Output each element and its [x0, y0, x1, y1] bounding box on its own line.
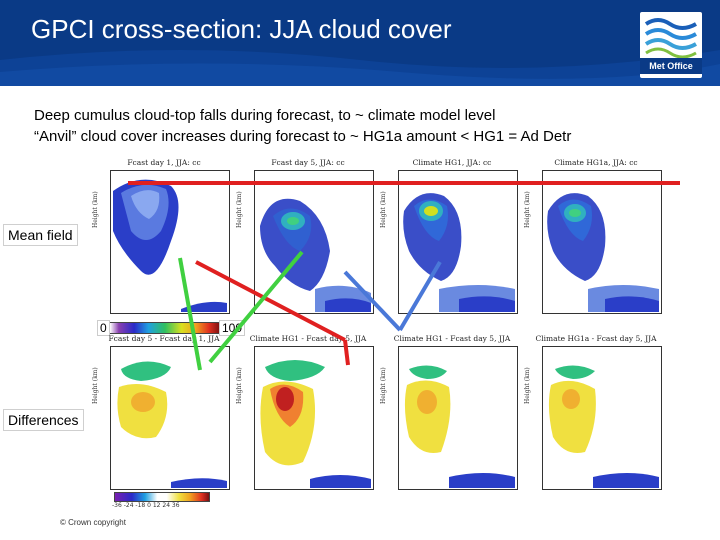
y-axis-label: Height (km) — [380, 367, 387, 404]
diff-panel-3: Climate HG1 - Fcast day 5, JJA Height (k… — [380, 334, 522, 502]
y-axis-label: Height (km) — [236, 367, 243, 404]
mean-panel-fcast-day1: Fcast day 1, JJA: cc Height (km) — [92, 158, 234, 326]
panel-title: Climate HG1a, JJA: cc — [554, 158, 638, 167]
y-axis-label: Height (km) — [92, 191, 99, 228]
mean-panel-climate-hg1: Climate HG1, JJA: cc Height (km) — [380, 158, 522, 326]
copyright-text: © Crown copyright — [60, 518, 126, 527]
y-axis-label: Height (km) — [92, 367, 99, 404]
subtitle-line-2: “Anvil” cloud cover increases during for… — [34, 128, 572, 145]
panel-title: Climate HG1a - Fcast day 5, JJA — [535, 334, 657, 343]
mean-panel-fcast-day5: Fcast day 5, JJA: cc Height (km) — [236, 158, 378, 326]
colorbar-min-label: 0 — [97, 320, 110, 336]
panel-title: Fcast day 1, JJA: cc — [127, 158, 201, 167]
y-axis-label: Height (km) — [236, 191, 243, 228]
panel-title: Fcast day 5 - Fcast day 1, JJA — [108, 334, 220, 343]
contour-plot — [254, 170, 374, 314]
mean-colorbar — [109, 322, 221, 334]
contour-plot — [110, 346, 230, 490]
row-label-mean-field: Mean field — [3, 224, 78, 246]
logo-label: Met Office — [640, 58, 702, 74]
contour-plot — [398, 346, 518, 490]
contour-plot — [398, 170, 518, 314]
header-bar: GPCI cross-section: JJA cloud cover Met … — [0, 0, 720, 86]
subtitle-line-1: Deep cumulus cloud-top falls during fore… — [34, 107, 496, 124]
wave-logo-icon — [644, 18, 697, 59]
met-office-logo: Met Office — [640, 12, 702, 78]
diff-panel-4: Climate HG1a - Fcast day 5, JJA Height (… — [524, 334, 666, 502]
y-axis-label: Height (km) — [524, 367, 531, 404]
header-wave-decoration — [0, 50, 720, 86]
panel-title: Climate HG1 - Fcast day 5, JJA — [393, 334, 511, 343]
diff-colorbar-ticks: -36 -24 -18 0 12 24 36 — [112, 502, 180, 509]
panel-title: Climate HG1, JJA: cc — [412, 158, 492, 167]
y-axis-label: Height (km) — [380, 191, 387, 228]
contour-plot — [254, 346, 374, 490]
panel-title: Climate HG1 - Fcast day 5, JJA — [249, 334, 367, 343]
row-label-differences: Differences — [3, 409, 84, 431]
diff-panel-2: Climate HG1 - Fcast day 5, JJA Height (k… — [236, 334, 378, 502]
contour-plot — [542, 346, 662, 490]
contour-plot — [542, 170, 662, 314]
diff-colorbar — [114, 492, 210, 502]
mean-panel-climate-hg1a: Climate HG1a, JJA: cc Height (km) — [524, 158, 666, 326]
diff-panel-1: Fcast day 5 - Fcast day 1, JJA Height (k… — [92, 334, 234, 502]
y-axis-label: Height (km) — [524, 191, 531, 228]
page-title: GPCI cross-section: JJA cloud cover — [31, 14, 452, 44]
contour-plot — [110, 170, 230, 314]
panel-title: Fcast day 5, JJA: cc — [271, 158, 345, 167]
